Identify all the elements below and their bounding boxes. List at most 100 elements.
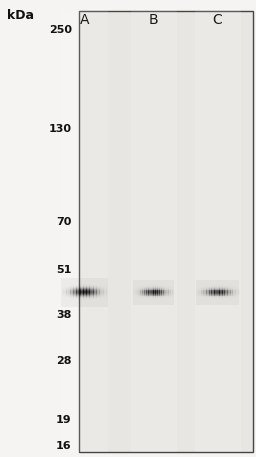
Bar: [199, 296, 200, 297]
Bar: [237, 299, 238, 300]
Bar: [146, 294, 147, 295]
Bar: [92, 291, 93, 292]
Bar: [157, 295, 158, 296]
Bar: [225, 294, 226, 295]
Bar: [226, 295, 227, 296]
Bar: [229, 289, 230, 290]
Bar: [91, 289, 92, 290]
Bar: [137, 286, 138, 287]
Bar: [79, 297, 80, 298]
Bar: [107, 286, 108, 287]
Bar: [219, 293, 220, 294]
Bar: [238, 299, 239, 300]
Bar: [62, 283, 63, 284]
Bar: [233, 299, 234, 300]
Bar: [214, 286, 215, 287]
Bar: [210, 296, 211, 297]
Bar: [70, 301, 71, 303]
Bar: [97, 300, 98, 301]
Bar: [75, 300, 76, 301]
Bar: [164, 294, 165, 295]
Bar: [164, 300, 165, 301]
Bar: [89, 285, 90, 286]
Bar: [200, 299, 201, 300]
Bar: [168, 291, 169, 292]
Bar: [134, 293, 135, 294]
Bar: [168, 290, 169, 291]
Bar: [91, 285, 92, 286]
Bar: [163, 297, 164, 298]
Bar: [77, 282, 78, 283]
Text: kDa: kDa: [7, 10, 34, 22]
Bar: [73, 293, 74, 294]
Bar: [219, 296, 220, 297]
Bar: [151, 290, 152, 291]
Bar: [149, 295, 150, 296]
Bar: [141, 293, 142, 294]
Bar: [104, 291, 105, 292]
Bar: [233, 285, 234, 286]
Bar: [153, 290, 154, 291]
Bar: [92, 284, 93, 285]
Bar: [210, 286, 211, 287]
Bar: [138, 297, 139, 298]
Bar: [157, 298, 158, 299]
Bar: [217, 291, 218, 292]
Bar: [217, 292, 218, 293]
Bar: [232, 294, 233, 295]
Bar: [142, 285, 143, 286]
Bar: [238, 291, 239, 292]
Bar: [224, 286, 225, 287]
Bar: [237, 285, 238, 286]
Bar: [153, 286, 154, 287]
Bar: [152, 286, 153, 287]
Bar: [138, 287, 139, 288]
Bar: [200, 292, 201, 293]
Bar: [158, 299, 159, 300]
Bar: [226, 293, 227, 294]
Bar: [227, 287, 228, 288]
Bar: [173, 291, 174, 292]
Bar: [93, 297, 94, 298]
Bar: [217, 296, 218, 297]
Bar: [230, 300, 231, 301]
Bar: [147, 299, 148, 300]
Bar: [163, 293, 164, 294]
Bar: [232, 292, 233, 293]
Bar: [171, 285, 172, 286]
Bar: [94, 295, 95, 296]
Bar: [136, 295, 137, 296]
Bar: [226, 297, 227, 298]
Bar: [103, 285, 104, 286]
Bar: [62, 290, 63, 291]
Bar: [102, 296, 103, 297]
Bar: [139, 290, 140, 291]
Bar: [215, 298, 216, 299]
Bar: [205, 298, 206, 299]
Bar: [214, 293, 215, 294]
Bar: [196, 286, 197, 287]
Bar: [137, 289, 138, 290]
Bar: [74, 290, 75, 291]
Bar: [236, 289, 237, 290]
Bar: [82, 299, 83, 300]
Bar: [213, 296, 214, 297]
Bar: [93, 292, 94, 293]
Bar: [140, 285, 141, 286]
Bar: [144, 289, 145, 290]
Bar: [203, 290, 204, 291]
Bar: [206, 288, 207, 289]
Bar: [156, 294, 157, 295]
Bar: [136, 286, 137, 287]
Bar: [135, 289, 136, 290]
Bar: [171, 292, 172, 293]
Bar: [102, 283, 103, 284]
Bar: [106, 298, 108, 299]
Bar: [168, 298, 169, 299]
Bar: [225, 286, 226, 287]
Bar: [92, 301, 93, 303]
Bar: [76, 291, 77, 292]
Bar: [217, 289, 218, 290]
Bar: [216, 299, 217, 300]
Bar: [237, 287, 238, 288]
